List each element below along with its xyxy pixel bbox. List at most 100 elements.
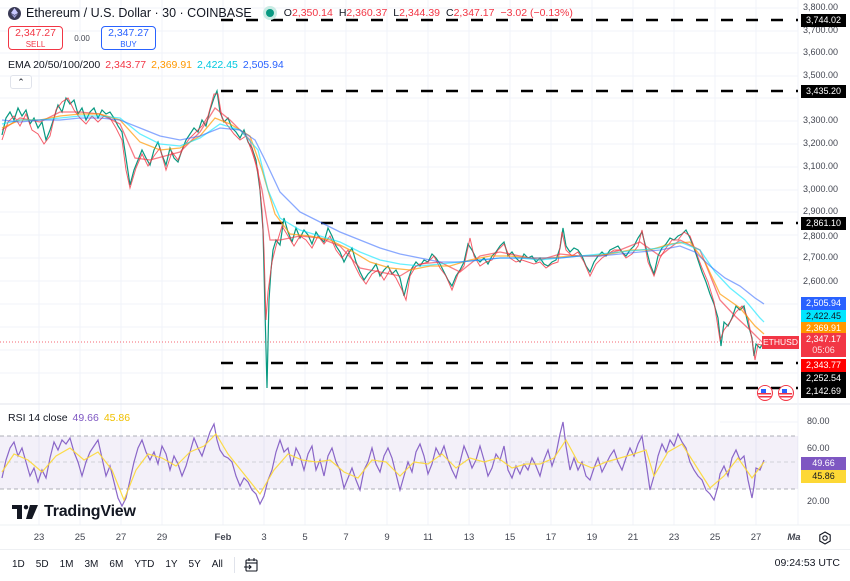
open-value: 2,350.14 (291, 7, 333, 19)
rsi-tick: 60.00 (807, 443, 830, 453)
logo-text: TradingView (44, 503, 136, 520)
goto-date-calendar-icon[interactable] (243, 557, 259, 573)
low-value: 2,344.39 (399, 7, 440, 19)
rsi-legend[interactable]: RSI 14 close 49.66 45.86 (8, 412, 130, 424)
spread-value: 0.00 (74, 33, 90, 43)
range-5d-button[interactable]: 5D (35, 559, 49, 570)
current-price-tag: 2,347.17 05:06 (801, 333, 846, 357)
level-tag: 2,861.10 (801, 217, 846, 230)
ema-legend[interactable]: EMA 20/50/100/200 2,343.77 2,369.91 2,42… (8, 59, 284, 71)
trade-panel: 2,347.27 SELL 0.00 2,347.27 BUY (8, 26, 156, 50)
toolbar-divider (233, 556, 235, 573)
rsi-value: 49.66 (72, 412, 99, 424)
chevron-up-icon: ⌃ (17, 77, 25, 87)
range-ytd-button[interactable]: YTD (134, 559, 155, 570)
time-tick: 19 (586, 532, 598, 543)
close-value: 2,347.17 (453, 7, 495, 19)
utc-clock[interactable]: 09:24:53 UTC (774, 557, 840, 569)
tradingview-logo[interactable]: TradingView (12, 503, 136, 521)
sell-button[interactable]: 2,347.27 SELL (8, 26, 63, 50)
range-all-button[interactable]: All (211, 559, 223, 570)
buy-price: 2,347.27 (108, 27, 149, 39)
time-tick: 25 (709, 532, 721, 543)
time-tick: 23 (33, 532, 45, 543)
time-tick: 3 (261, 532, 267, 543)
price-tick: 2,600.00 (803, 276, 839, 286)
rsi-tick: 20.00 (807, 496, 830, 506)
range-5y-button[interactable]: 5Y (188, 559, 201, 570)
time-tick: 25 (74, 532, 86, 543)
time-tick: 29 (156, 532, 168, 543)
price-tick: 2,800.00 (803, 231, 839, 241)
buy-label: BUY (120, 40, 137, 49)
ema100-value: 2,422.45 (197, 59, 238, 71)
price-tick: 3,600.00 (803, 47, 839, 57)
rsi-tick: 80.00 (807, 416, 830, 426)
collapse-legend-button[interactable]: ⌃ (10, 75, 32, 89)
time-tick: Feb (214, 532, 232, 543)
price-tick: 3,800.00 (803, 2, 839, 12)
time-tick: 15 (504, 532, 516, 543)
ohlc-values: O2,350.14 H2,360.37 L2,344.39 C2,347.17 … (284, 7, 573, 19)
level-tag: 3,435.20 (801, 85, 846, 98)
range-6m-button[interactable]: 6M (109, 559, 124, 570)
sell-price: 2,347.27 (15, 27, 56, 39)
time-tick: 9 (384, 532, 390, 543)
time-tick: 5 (302, 532, 308, 543)
range-1y-button[interactable]: 1Y (165, 559, 178, 570)
rsi-value-tag: 49.66 (801, 457, 846, 470)
time-tick: 21 (627, 532, 639, 543)
symbol-legend: Ethereum / U.S. Dollar · 30 · COINBASE O… (8, 6, 573, 20)
ema50-value: 2,369.91 (151, 59, 192, 71)
ema50-tag: 2,369.91 (801, 322, 846, 335)
ema20-value: 2,343.77 (105, 59, 147, 71)
time-tick: 13 (463, 532, 475, 543)
price-tick: 3,300.00 (803, 115, 839, 125)
rsi-ma-value: 45.86 (103, 412, 131, 424)
open-label: O (283, 7, 292, 19)
time-tick: 11 (423, 532, 433, 543)
us-flag-event-icon[interactable] (757, 385, 773, 401)
ema200-value: 2,505.94 (242, 59, 284, 71)
low-label: L (393, 7, 400, 19)
sell-label: SELL (25, 40, 46, 49)
price-tick: 3,100.00 (803, 161, 839, 171)
high-label: H (338, 7, 347, 19)
range-toolbar: 1D 5D 1M 3M 6M YTD 1Y 5Y All (0, 549, 850, 579)
level-tag: 3,744.02 (801, 14, 846, 27)
price-tick: 3,000.00 (803, 184, 839, 194)
time-tick: Ma (787, 532, 801, 543)
price-tick: 3,200.00 (803, 138, 839, 148)
ema20-tag: 2,343.77 (801, 359, 846, 372)
ethereum-logo-icon (8, 6, 21, 20)
chart-settings-icon[interactable] (818, 531, 832, 545)
ema-label: EMA 20/50/100/200 (8, 59, 101, 71)
rsi-ma-tag: 45.86 (801, 470, 846, 483)
range-3m-button[interactable]: 3M (84, 559, 99, 570)
level-tag: 2,142.69 (801, 385, 846, 398)
price-tick: 2,900.00 (803, 206, 839, 216)
symbol-line-tag: ETHUSD (762, 336, 799, 349)
rsi-label: RSI 14 close (8, 412, 68, 424)
price-tick: 3,700.00 (803, 25, 839, 35)
change-value: −3.02 (−0.13%) (500, 7, 573, 19)
range-1m-button[interactable]: 1M (59, 559, 74, 570)
market-open-icon (265, 9, 274, 17)
time-tick: 23 (668, 532, 680, 543)
candle-countdown: 05:06 (812, 345, 835, 355)
close-label: C (446, 7, 454, 19)
tradingview-logo-icon (12, 505, 38, 519)
ema100-tag: 2,422.45 (801, 310, 846, 323)
buy-button[interactable]: 2,347.27 BUY (101, 26, 156, 50)
price-tick: 2,700.00 (803, 252, 839, 262)
price-tick: 3,500.00 (803, 70, 839, 80)
high-value: 2,360.37 (346, 7, 388, 19)
level-tag: 2,252.54 (801, 372, 846, 385)
us-flag-event-icon[interactable] (778, 385, 794, 401)
range-1d-button[interactable]: 1D (12, 559, 25, 570)
current-price: 2,347.17 (805, 334, 842, 344)
time-tick: 7 (343, 532, 349, 543)
symbol-title[interactable]: Ethereum / U.S. Dollar · 30 · COINBASE (26, 6, 252, 20)
